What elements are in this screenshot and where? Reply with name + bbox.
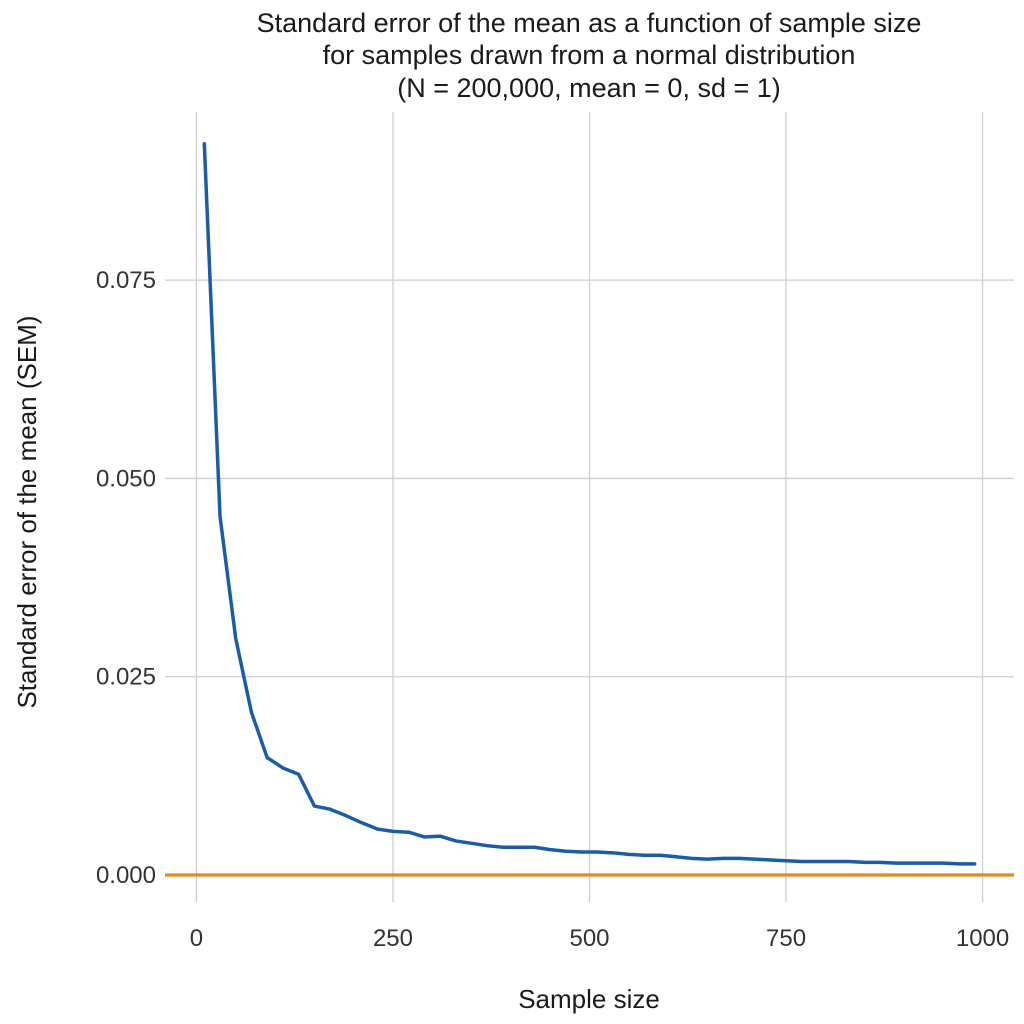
series-layer: [202, 141, 977, 866]
x-axis-title: Sample size: [518, 984, 660, 1014]
y-tick-label: 0.025: [96, 664, 156, 691]
y-axis-title: Standard error of the mean (SEM): [12, 315, 42, 708]
y-tick-label: 0.075: [96, 267, 156, 294]
x-tick-label: 750: [766, 925, 806, 952]
y-tick-label: 0.000: [96, 862, 156, 889]
x-tick-label: 250: [373, 925, 413, 952]
x-tick-label: 0: [190, 925, 203, 952]
title-line-3: (N = 200,000, mean = 0, sd = 1): [397, 73, 780, 103]
title-line-1: Standard error of the mean as a function…: [257, 8, 922, 38]
title-line-2: for samples drawn from a normal distribu…: [323, 40, 856, 70]
x-tick-label: 500: [569, 925, 609, 952]
sem-series-line: [202, 141, 977, 866]
x-tick-label: 1000: [956, 925, 1009, 952]
y-axis-ticks: 0.000 0.025 0.050 0.075: [96, 267, 156, 889]
chart-title: Standard error of the mean as a function…: [257, 8, 922, 103]
y-tick-label: 0.050: [96, 465, 156, 492]
grid-lines: [165, 112, 1014, 902]
x-axis-ticks: 0 250 500 750 1000: [190, 925, 1009, 952]
